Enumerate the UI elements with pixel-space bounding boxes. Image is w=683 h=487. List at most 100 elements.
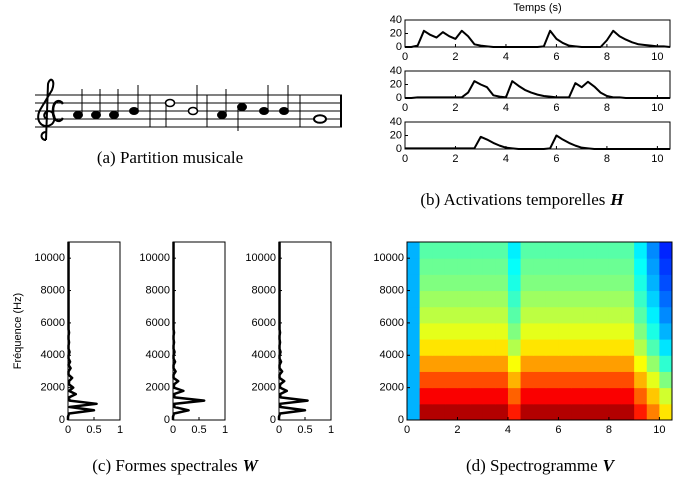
heatmap-cell [596, 371, 610, 389]
plot-frame [406, 241, 673, 421]
heatmap-cell [407, 339, 421, 356]
heatmap-cell [533, 290, 547, 308]
heatmap-cell [533, 306, 547, 324]
x-tick-label: 0 [170, 424, 176, 436]
heatmap-cell [419, 258, 433, 275]
x-tick-label: 2 [452, 51, 458, 63]
x-tick-label: 0.5 [191, 424, 206, 436]
heatmap-cell [634, 322, 648, 340]
x-tick-label: 0.5 [297, 424, 312, 436]
caption: (a) Partition musicale [97, 148, 243, 167]
heatmap-cell [583, 355, 597, 372]
heatmap-cell [621, 339, 635, 356]
heatmap-cell [520, 355, 534, 372]
x-tick-label: 10 [651, 102, 663, 114]
heatmap-cell [558, 290, 572, 308]
x-tick-label: 0 [402, 102, 408, 114]
heatmap-cell [533, 339, 547, 356]
heatmap-cell [545, 387, 559, 405]
heatmap-cell [634, 258, 648, 275]
heatmap-cell [482, 371, 496, 389]
score [35, 78, 342, 141]
heatmap-cell [621, 371, 635, 389]
y-tick-label: 8000 [380, 284, 404, 296]
heatmap-cell [457, 355, 471, 372]
x-tick-label: 2 [452, 153, 458, 165]
heatmap-cell [457, 258, 471, 275]
heatmap-cell [558, 371, 572, 389]
heatmap-cell [621, 258, 635, 275]
heatmap-cell [545, 274, 559, 292]
heatmap-cell [583, 339, 597, 356]
y-tick-label: 2000 [252, 382, 276, 394]
x-tick-label: 6 [553, 153, 559, 165]
heatmap-cell [444, 290, 458, 308]
heatmap-cell [558, 339, 572, 356]
y-tick-label: 0 [59, 414, 65, 426]
heatmap-cell [596, 258, 610, 275]
heatmap-cell [457, 242, 471, 259]
heatmap-cell [608, 258, 623, 275]
heatmap-cell [646, 339, 660, 356]
y-tick-label: 8000 [252, 284, 276, 296]
heatmap-cell [407, 242, 421, 259]
heatmap-cell [419, 403, 433, 421]
heatmap-cell [470, 322, 484, 340]
heatmap-cell [507, 290, 522, 308]
y-tick-label: 2000 [41, 382, 65, 394]
heatmap-cell [470, 242, 484, 259]
heatmap-cell [495, 290, 509, 308]
x-tick-label: 6 [553, 51, 559, 63]
x-tick-label: 0.5 [86, 424, 101, 436]
heatmap-cell [571, 242, 585, 259]
heatmap-cell [533, 355, 547, 372]
caption-symbol: H [609, 190, 624, 209]
x-tick-label: 2 [454, 424, 460, 436]
heatmap-cell [583, 387, 597, 405]
heatmap-cell [558, 387, 572, 405]
x-tick-label: 10 [653, 424, 665, 436]
heatmap-cell [457, 339, 471, 356]
y-tick-label: 0 [398, 414, 404, 426]
heatmap-cell [495, 355, 509, 372]
heatmap-cell [608, 306, 623, 324]
y-tick-label: 2000 [380, 382, 404, 394]
heatmap-cell [608, 403, 623, 421]
heatmap-cell [419, 242, 433, 259]
heatmap-cell [571, 274, 585, 292]
heatmap-cell [571, 371, 585, 389]
y-tick-label: 40 [390, 116, 402, 128]
heatmap-cell [470, 258, 484, 275]
heatmap-cell [558, 403, 572, 421]
x-tick-label: 1 [222, 424, 228, 436]
x-tick-label: 10 [651, 153, 663, 165]
heatmap-cell [621, 290, 635, 308]
caption-text: (b) Activations temporelles [420, 190, 605, 209]
heatmap-cell [470, 306, 484, 324]
time-signature [51, 99, 65, 123]
heatmap-cell [533, 322, 547, 340]
spectrogram [407, 242, 673, 421]
heatmap-cell [507, 387, 522, 405]
heatmap-cell [545, 403, 559, 421]
heatmap-cell [457, 403, 471, 421]
heatmap-cell [520, 274, 534, 292]
heatmap-cell [520, 322, 534, 340]
y-tick-label: 0 [164, 414, 170, 426]
heatmap-cell [646, 403, 660, 421]
heatmap-cell [634, 387, 648, 405]
heatmap-cell [444, 274, 458, 292]
heatmap-cell [419, 371, 433, 389]
heatmap-cell [444, 339, 458, 356]
y-tick-label: 8000 [146, 284, 170, 296]
heatmap-cell [571, 355, 585, 372]
y-tick-label: 6000 [252, 317, 276, 329]
heatmap-cell [659, 258, 673, 275]
heatmap-cell [621, 322, 635, 340]
y-tick-label: 8000 [41, 284, 65, 296]
heatmap-cell [520, 403, 534, 421]
caption-text: (c) Formes spectrales [92, 456, 237, 475]
plot-frame [404, 70, 671, 99]
heatmap-cell [533, 387, 547, 405]
x-tick-label: 4 [503, 102, 509, 114]
